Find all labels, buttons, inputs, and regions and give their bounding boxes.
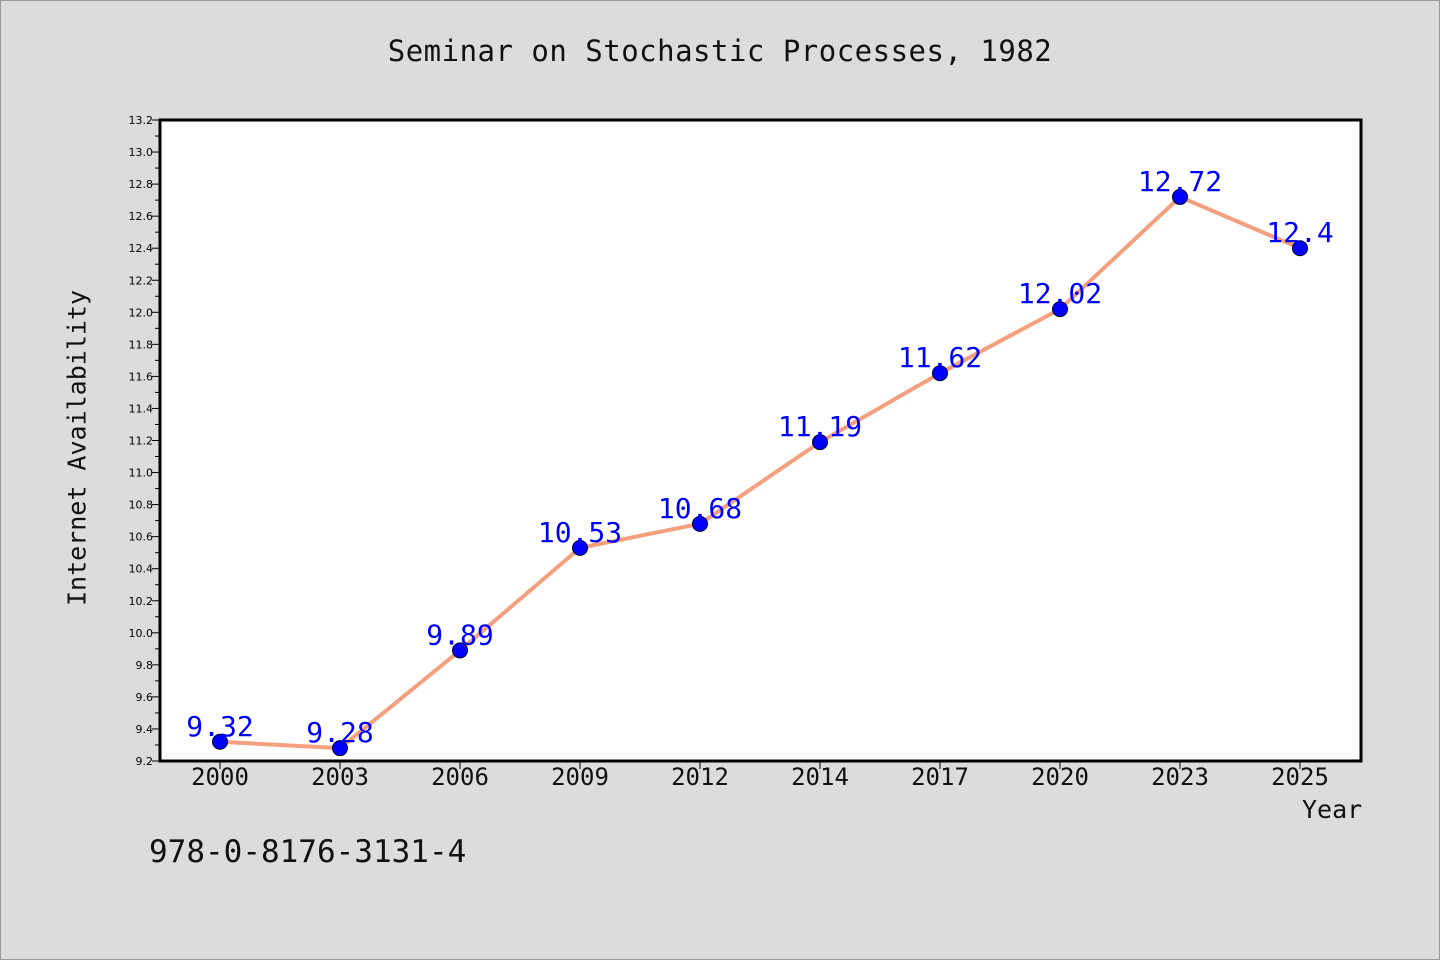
y-tick-label: 12.0	[129, 306, 154, 319]
data-label: 10.68	[658, 492, 742, 525]
data-point-marker	[812, 434, 828, 451]
x-tick-label: 2012	[671, 763, 729, 791]
data-point-marker	[932, 365, 948, 382]
data-point-marker	[212, 733, 228, 750]
series-line-group	[218, 194, 1302, 751]
data-point-marker	[1292, 240, 1308, 257]
y-tick-label: 10.6	[129, 531, 154, 544]
data-label: 12.72	[1138, 165, 1222, 198]
y-tick-label: 9.2	[136, 755, 154, 768]
data-label: 9.28	[306, 716, 373, 749]
y-tick-label: 9.4	[136, 723, 154, 736]
data-label: 9.32	[186, 710, 253, 743]
y-axis: 9.2 9.4 9.6 9.8 10.0 10.2 10.4 10.6 10.8 11.0 11.2…	[129, 114, 160, 768]
x-tick-label: 2025	[1271, 763, 1329, 791]
data-point-marker	[1052, 301, 1068, 318]
data-point-marker	[692, 515, 708, 532]
y-tick-label: 12.8	[129, 178, 154, 191]
y-tick-label: 11.8	[129, 338, 154, 351]
x-tick-label: 2003	[311, 763, 369, 791]
x-axis: 2000 2003 2006 2009 2012 2014 2017 2020 2023 2025	[191, 761, 1329, 791]
data-label: 9.89	[426, 618, 493, 651]
x-tick-label: 2020	[1031, 763, 1089, 791]
y-tick-label: 10.8	[129, 499, 154, 512]
chart-title: Seminar on Stochastic Processes, 1982	[387, 34, 1053, 68]
isbn-text: 978-0-8176-3131-4	[149, 834, 467, 870]
y-tick-label: 10.2	[129, 595, 154, 608]
series-line	[218, 194, 1302, 751]
x-tick-label: 2000	[191, 763, 249, 791]
data-label: 11.62	[898, 341, 982, 374]
data-label: 12.02	[1018, 277, 1102, 310]
y-tick-label: 11.0	[129, 467, 154, 480]
data-point-marker	[332, 740, 348, 757]
data-point-marker	[1172, 188, 1188, 205]
marker-group	[212, 188, 1308, 757]
y-tick-label: 12.2	[129, 274, 154, 287]
y-tick-label: 9.8	[136, 659, 154, 672]
x-tick-label: 2017	[911, 763, 969, 791]
data-label: 10.53	[538, 516, 622, 549]
y-tick-label: 12.6	[129, 210, 154, 223]
data-label-group: 9.32 9.28 9.89 10.53 10.68 11.19 11.62 12.02 12.…	[186, 165, 1333, 749]
x-axis-label: Year	[1302, 795, 1363, 824]
data-label: 11.19	[778, 410, 862, 443]
x-tick-label: 2023	[1151, 763, 1209, 791]
y-tick-label: 10.4	[129, 563, 154, 576]
plot-area	[158, 118, 1363, 763]
y-tick-label: 13.2	[129, 114, 154, 127]
x-tick-label: 2014	[791, 763, 849, 791]
data-point-marker	[452, 642, 468, 659]
y-tick-label: 9.6	[136, 691, 154, 704]
y-tick-label: 13.0	[129, 146, 154, 159]
y-tick-label: 11.4	[129, 402, 154, 415]
x-tick-label: 2006	[431, 763, 489, 791]
data-label: 12.4	[1266, 216, 1333, 249]
y-tick-label: 12.4	[129, 242, 154, 255]
y-tick-label: 11.6	[129, 370, 154, 383]
y-tick-label: 11.2	[129, 435, 154, 448]
y-tick-label: 10.0	[129, 627, 154, 640]
x-tick-label: 2009	[551, 763, 609, 791]
data-point-marker	[572, 539, 588, 556]
